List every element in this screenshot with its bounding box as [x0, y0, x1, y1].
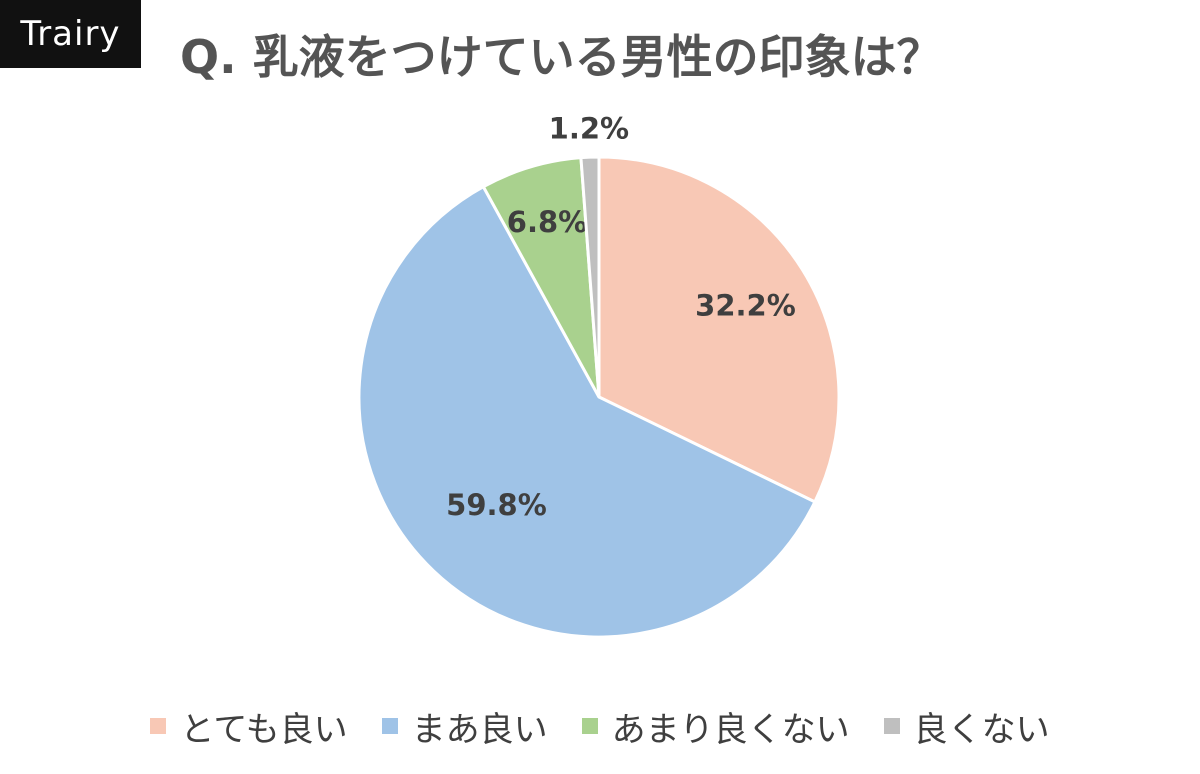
data-label: 6.8% — [507, 205, 587, 239]
pie-slice — [597, 155, 841, 504]
legend-item: あまり良くない — [581, 702, 850, 751]
legend-item: とても良い — [150, 702, 348, 751]
legend-item: まあ良い — [381, 702, 548, 751]
pie-slice — [579, 155, 601, 398]
legend-swatch — [883, 718, 900, 734]
legend-label: 良くない — [913, 709, 1050, 750]
page-title: Q. 乳液をつけている男性の印象は？ — [180, 30, 943, 84]
pie-slice — [357, 184, 817, 639]
brand-logo: Trairy — [0, 0, 141, 68]
data-label: 1.2% — [549, 111, 629, 145]
legend-swatch — [381, 718, 398, 734]
legend-swatch — [150, 718, 167, 734]
legend-item: 良くない — [883, 702, 1050, 751]
chart-legend: とても良い まあ良い あまり良くない 良くない — [0, 698, 1200, 754]
legend-label: とても良い — [180, 709, 348, 750]
data-label: 32.2% — [695, 288, 796, 322]
legend-label: あまり良くない — [611, 709, 850, 750]
legend-swatch — [581, 718, 598, 734]
legend-label: まあ良い — [411, 709, 548, 750]
data-label: 59.8% — [446, 488, 547, 522]
